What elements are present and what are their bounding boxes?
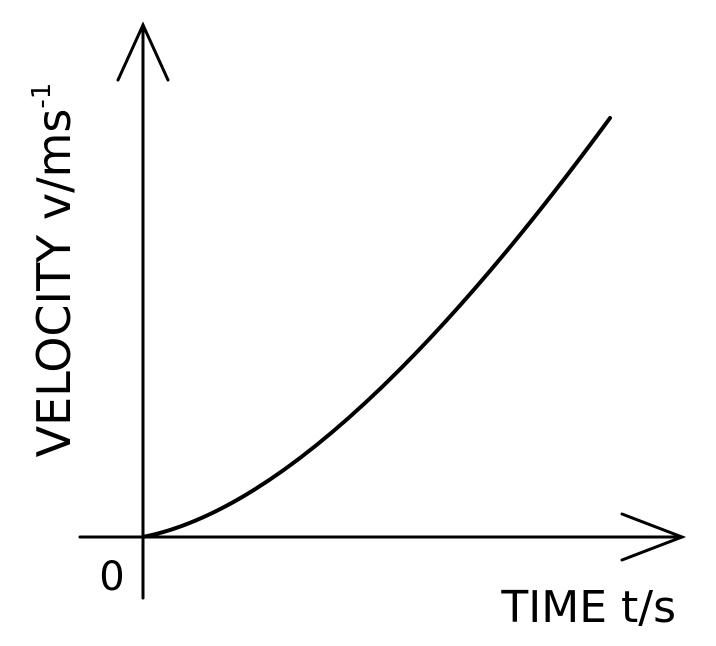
y-axis-arrow [116, 21, 170, 82]
x-axis-label: TIME t/s [500, 582, 676, 633]
y-axis-label-superscript: -1 [27, 83, 57, 109]
y-axis-label: VELOCITY v/ms-1 [27, 83, 81, 458]
y-axis-label-text: VELOCITY v/ms [27, 109, 81, 458]
origin-label: 0 [99, 554, 124, 600]
x-axis-arrow [620, 512, 687, 562]
velocity-curve [141, 116, 612, 539]
